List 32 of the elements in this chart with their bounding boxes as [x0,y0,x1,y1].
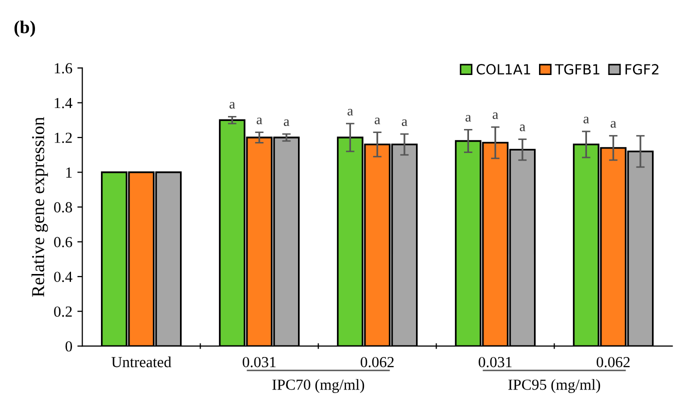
text: IPC95 (mg/ml) [508,379,600,393]
y-tick-label: 1.2 [54,132,72,144]
x-tick-label: 0.062 [596,356,630,368]
y-tick-label: 0 [66,341,72,352]
legend-label: TGFB1 [554,64,600,75]
x-tick-label: Untreated [112,356,172,368]
data-label: a [402,119,408,126]
text: IPC70 (mg/ml) [272,379,364,393]
data-label: a [256,118,262,124]
y-tick-label: 0.6 [54,236,72,248]
legend-label: COL1A1 [476,64,530,75]
y-tick-label: 0.4 [54,272,72,282]
y-tick-label: 0.2 [54,306,72,317]
y-tick-label: 1.6 [54,63,72,74]
data-label: a [466,114,472,122]
data-label: a [610,121,616,128]
data-label: a [284,119,290,126]
data-label: a [492,112,498,120]
x-tick-label: 0.031 [242,356,276,368]
x-tick-label: 0.062 [360,356,394,368]
data-label: a [520,124,526,132]
data-label: a [348,108,354,116]
y-tick-label: 1.4 [54,98,72,108]
chart-title: (b) [14,20,35,37]
y-axis-title: Relative gene expression [32,117,48,297]
x-tick-label: 0.031 [478,356,512,368]
data-label: a [230,102,236,109]
data-label: a [584,116,590,124]
data-label: a [374,118,380,124]
y-tick-label: 1 [66,167,72,178]
y-tick-label: 0.8 [54,202,72,213]
legend-label: FGF2 [626,64,658,75]
